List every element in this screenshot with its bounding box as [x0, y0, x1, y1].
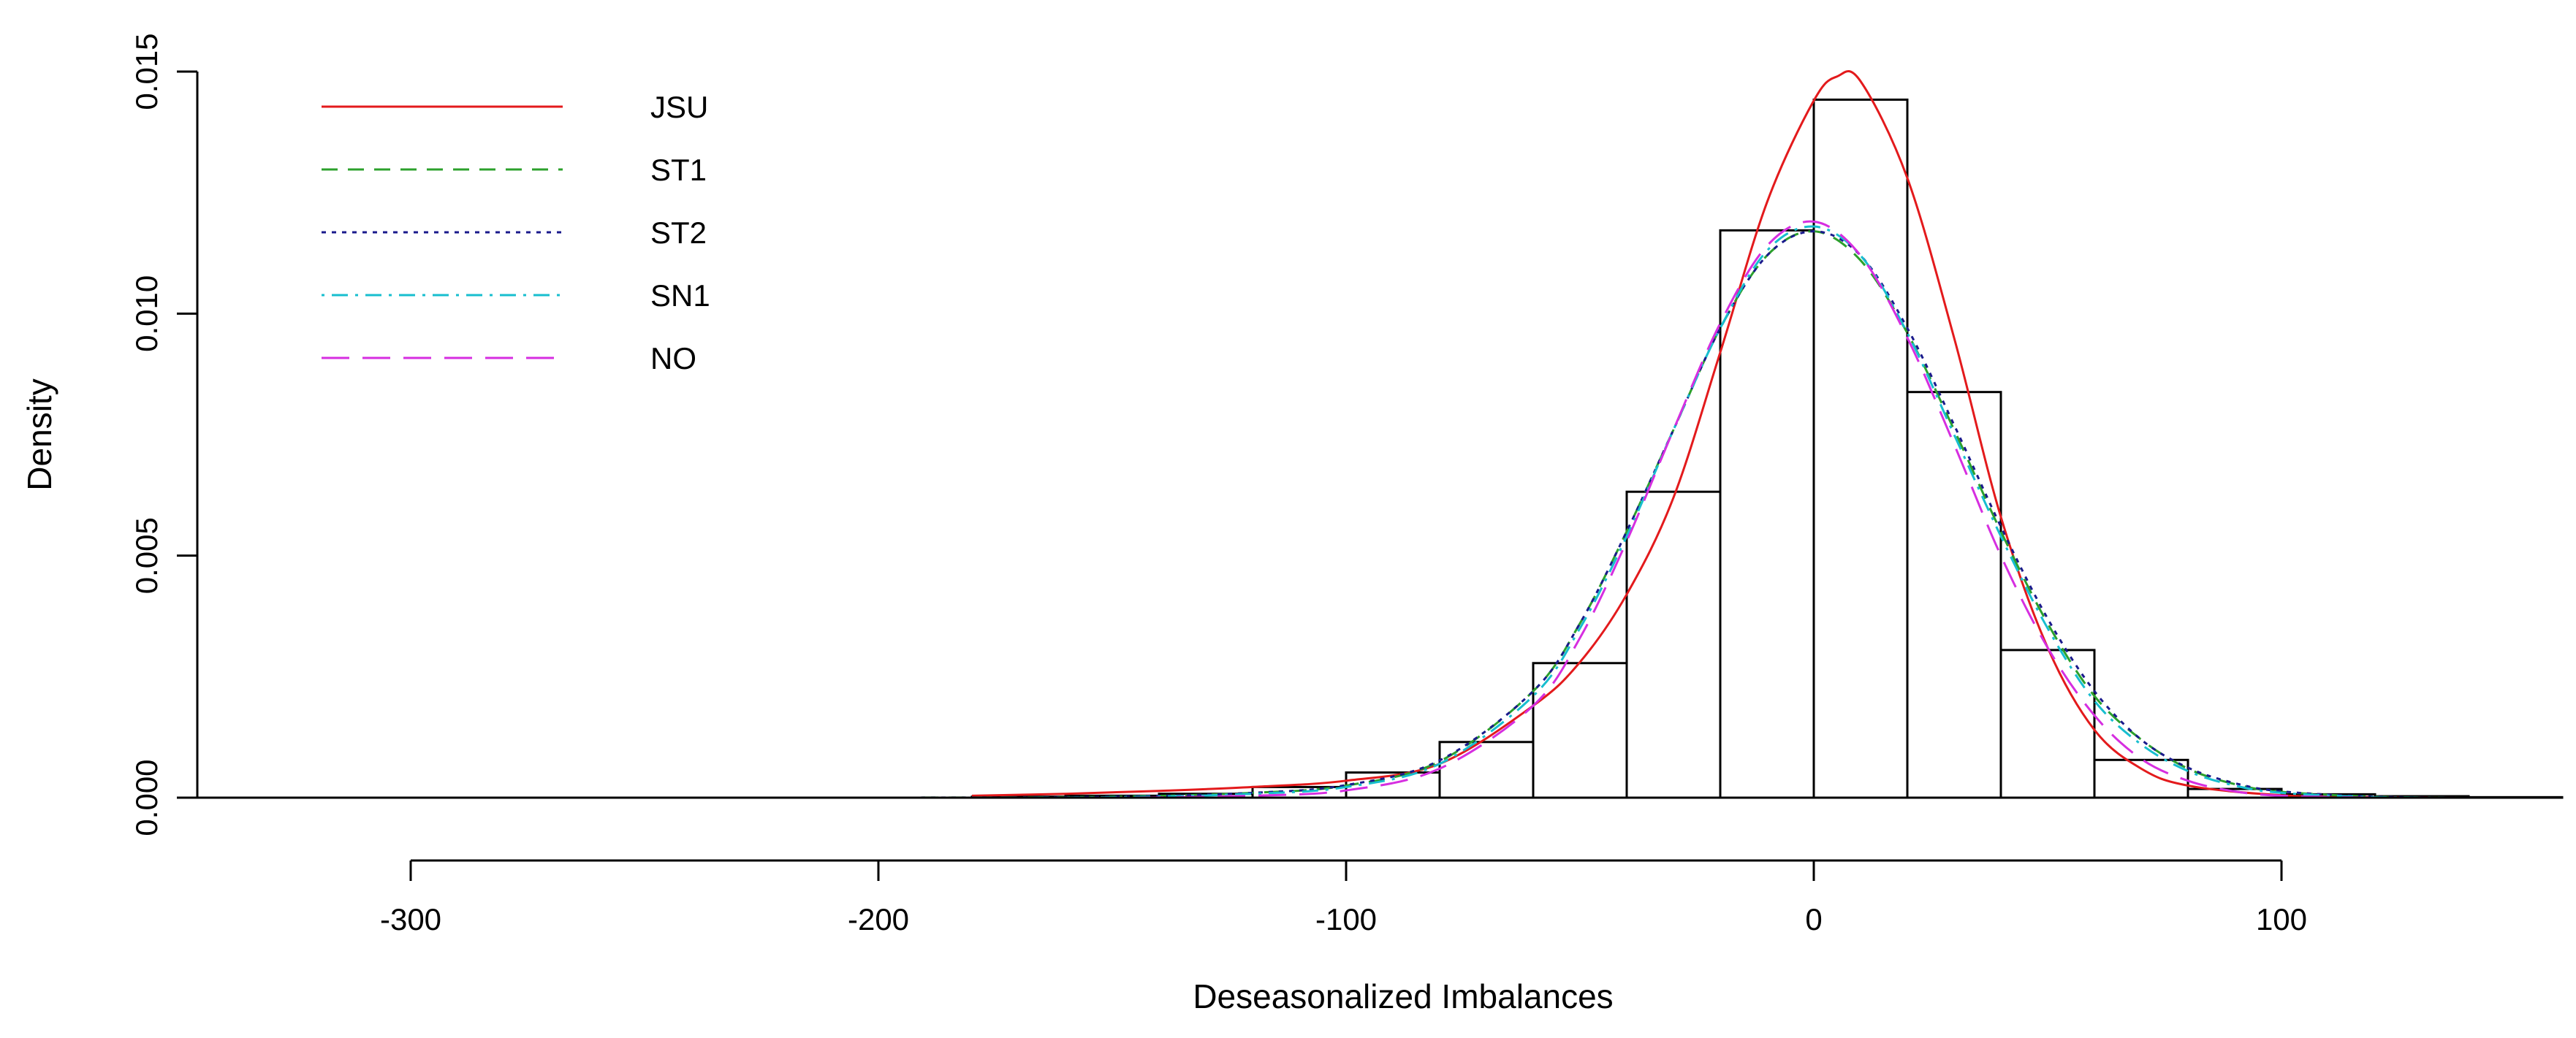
series-line-st1	[317, 230, 2515, 799]
legend-label-st2: ST2	[650, 215, 707, 250]
series-line-no	[317, 220, 2515, 799]
legend-label-st1: ST1	[650, 153, 707, 187]
legend: JSU ST1 ST2 SN1 NO	[322, 90, 710, 375]
histogram-bar	[1906, 391, 2002, 799]
histogram-bar	[1532, 662, 1628, 799]
y-tick-label: 0.000	[129, 759, 164, 836]
legend-label-jsu: JSU	[650, 90, 708, 124]
series-line-sn1	[317, 225, 2515, 799]
x-tick-label: -300	[380, 902, 441, 936]
histogram-bar	[1719, 229, 1815, 799]
x-axis-label: Deseasonalized Imbalances	[1193, 977, 1613, 1015]
legend-label-no: NO	[650, 341, 696, 375]
series-line-st2	[317, 230, 2515, 799]
x-tick-label: 0	[1805, 902, 1822, 936]
legend-label-sn1: SN1	[650, 278, 710, 313]
y-tick-label: 0.010	[129, 275, 164, 352]
y-tick-label: 0.015	[129, 33, 164, 110]
series-line-jsu	[971, 70, 2469, 799]
y-axis-label: Density	[20, 378, 58, 490]
y-tick-label: 0.005	[129, 517, 164, 594]
x-tick-label: -100	[1315, 902, 1377, 936]
x-tick-label: 100	[2256, 902, 2307, 936]
histogram-bar	[1999, 649, 2096, 799]
x-tick-label: -200	[848, 902, 909, 936]
histogram-bar	[1438, 741, 1535, 799]
histogram-bar	[1812, 98, 1909, 799]
density-curves	[317, 70, 2515, 799]
axes: 0.000 0.005 0.010 0.015 -300 -200 -100 0 100	[129, 33, 2554, 936]
histogram-bar	[1625, 490, 1722, 799]
